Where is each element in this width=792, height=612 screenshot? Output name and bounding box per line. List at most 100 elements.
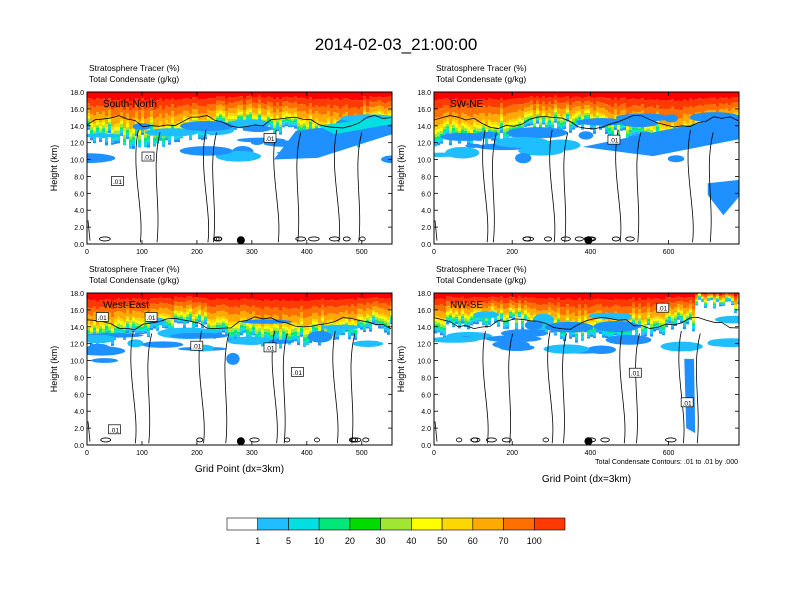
- tracer-cell: [159, 307, 162, 314]
- tracer-cell: [677, 316, 680, 319]
- tracer-cell: [539, 327, 542, 330]
- tracer-cell: [129, 129, 132, 133]
- tracer-cell: [225, 116, 228, 121]
- tracer-cell: [165, 303, 168, 308]
- tracer-cell: [309, 127, 312, 130]
- tracer-cell: [204, 298, 207, 304]
- tracer-cell: [461, 321, 464, 324]
- tracer-cell: [390, 298, 392, 303]
- y-tick-label: 2.0: [74, 225, 84, 232]
- tracer-cell: [557, 124, 560, 127]
- tracer-cell: [734, 92, 737, 98]
- tracer-cell: [491, 138, 494, 141]
- tracer-cell: [545, 122, 548, 125]
- tracer-cell: [623, 103, 626, 110]
- tracer-cell: [366, 313, 369, 316]
- tracer-cell: [506, 127, 509, 132]
- tracer-cell: [225, 328, 228, 332]
- tracer-cell: [626, 129, 629, 134]
- tracer-cell: [135, 118, 138, 122]
- tracer-cell: [294, 293, 297, 301]
- tracer-cell: [575, 340, 578, 343]
- tracer-cell: [497, 126, 500, 130]
- tracer-cell: [437, 316, 440, 320]
- tracer-cell: [255, 92, 258, 98]
- tracer-cell: [87, 125, 90, 128]
- tracer-cell: [213, 307, 216, 314]
- tracer-cell: [524, 103, 527, 108]
- tracer-cell: [156, 326, 159, 329]
- tracer-cell: [629, 92, 632, 100]
- tracer-cell: [174, 135, 177, 138]
- tracer-cell: [590, 107, 593, 114]
- tracer-cell: [207, 293, 210, 300]
- tracer-cell: [288, 102, 291, 108]
- tracer-cell: [240, 110, 243, 113]
- tracer-cell: [315, 324, 318, 328]
- tracer-cell: [656, 129, 659, 132]
- tracer-cell: [692, 303, 695, 310]
- tracer-cell: [117, 137, 120, 139]
- tracer-cell: [279, 124, 282, 127]
- tracer-cell: [677, 318, 680, 320]
- tracer-cell: [174, 137, 177, 140]
- tracer-cell: [294, 339, 297, 342]
- contour-line: [501, 437, 512, 443]
- tracer-cell: [384, 293, 387, 299]
- tracer-cell: [219, 320, 222, 323]
- tracer-cell: [509, 303, 512, 308]
- tracer-cell: [506, 99, 509, 107]
- tracer-cell: [479, 317, 482, 320]
- tracer-cell: [243, 328, 246, 330]
- tracer-cell: [123, 338, 126, 340]
- tracer-cell: [306, 325, 309, 330]
- tracer-cell: [563, 127, 566, 130]
- tracer-cell: [485, 298, 488, 304]
- tracer-cell: [620, 126, 623, 128]
- tracer-cell: [249, 118, 252, 120]
- tracer-cell: [141, 104, 144, 111]
- tracer-cell: [446, 315, 449, 318]
- tracer-cell: [701, 297, 704, 298]
- tracer-cell: [542, 106, 545, 112]
- tracer-cell: [506, 322, 509, 325]
- tracer-cell: [632, 321, 635, 324]
- y-axis-label: Height (km): [396, 346, 406, 393]
- tracer-cell: [548, 117, 551, 121]
- tracer-cell: [138, 311, 141, 318]
- tracer-cell: [126, 135, 129, 138]
- tracer-cell: [527, 111, 530, 114]
- tracer-cell: [587, 92, 590, 97]
- tracer-cell: [96, 293, 99, 302]
- tracer-cell: [216, 298, 219, 306]
- tracer-cell: [330, 100, 333, 109]
- tracer-cell: [623, 299, 626, 307]
- tracer-cell: [123, 131, 126, 135]
- tracer-cell: [87, 116, 90, 119]
- tracer-cell: [249, 327, 252, 332]
- tracer-cell: [354, 92, 357, 100]
- tracer-cell: [461, 112, 464, 121]
- tracer-cell: [548, 293, 551, 298]
- tracer-cell: [165, 316, 168, 321]
- tracer-cell: [524, 112, 527, 115]
- tracer-cell: [102, 324, 105, 329]
- tracer-cell: [294, 101, 297, 108]
- tracer-cell: [210, 104, 213, 112]
- tracer-cell: [446, 98, 449, 106]
- tracer-cell: [458, 326, 461, 329]
- tracer-cell: [599, 97, 602, 103]
- tracer-cell: [587, 320, 590, 324]
- tracer-cell: [147, 92, 150, 101]
- tracer-cell: [162, 324, 165, 327]
- tracer-cell: [369, 325, 372, 328]
- tracer-cell: [342, 333, 345, 335]
- tracer-cell: [482, 320, 485, 323]
- tracer-cell: [189, 293, 192, 297]
- tracer-cell: [279, 320, 282, 330]
- contour-line: [196, 437, 204, 443]
- tracer-cell: [138, 145, 141, 148]
- tracer-cell: [102, 118, 105, 122]
- tracer-cell: [375, 301, 378, 307]
- tracer-cell: [306, 113, 309, 121]
